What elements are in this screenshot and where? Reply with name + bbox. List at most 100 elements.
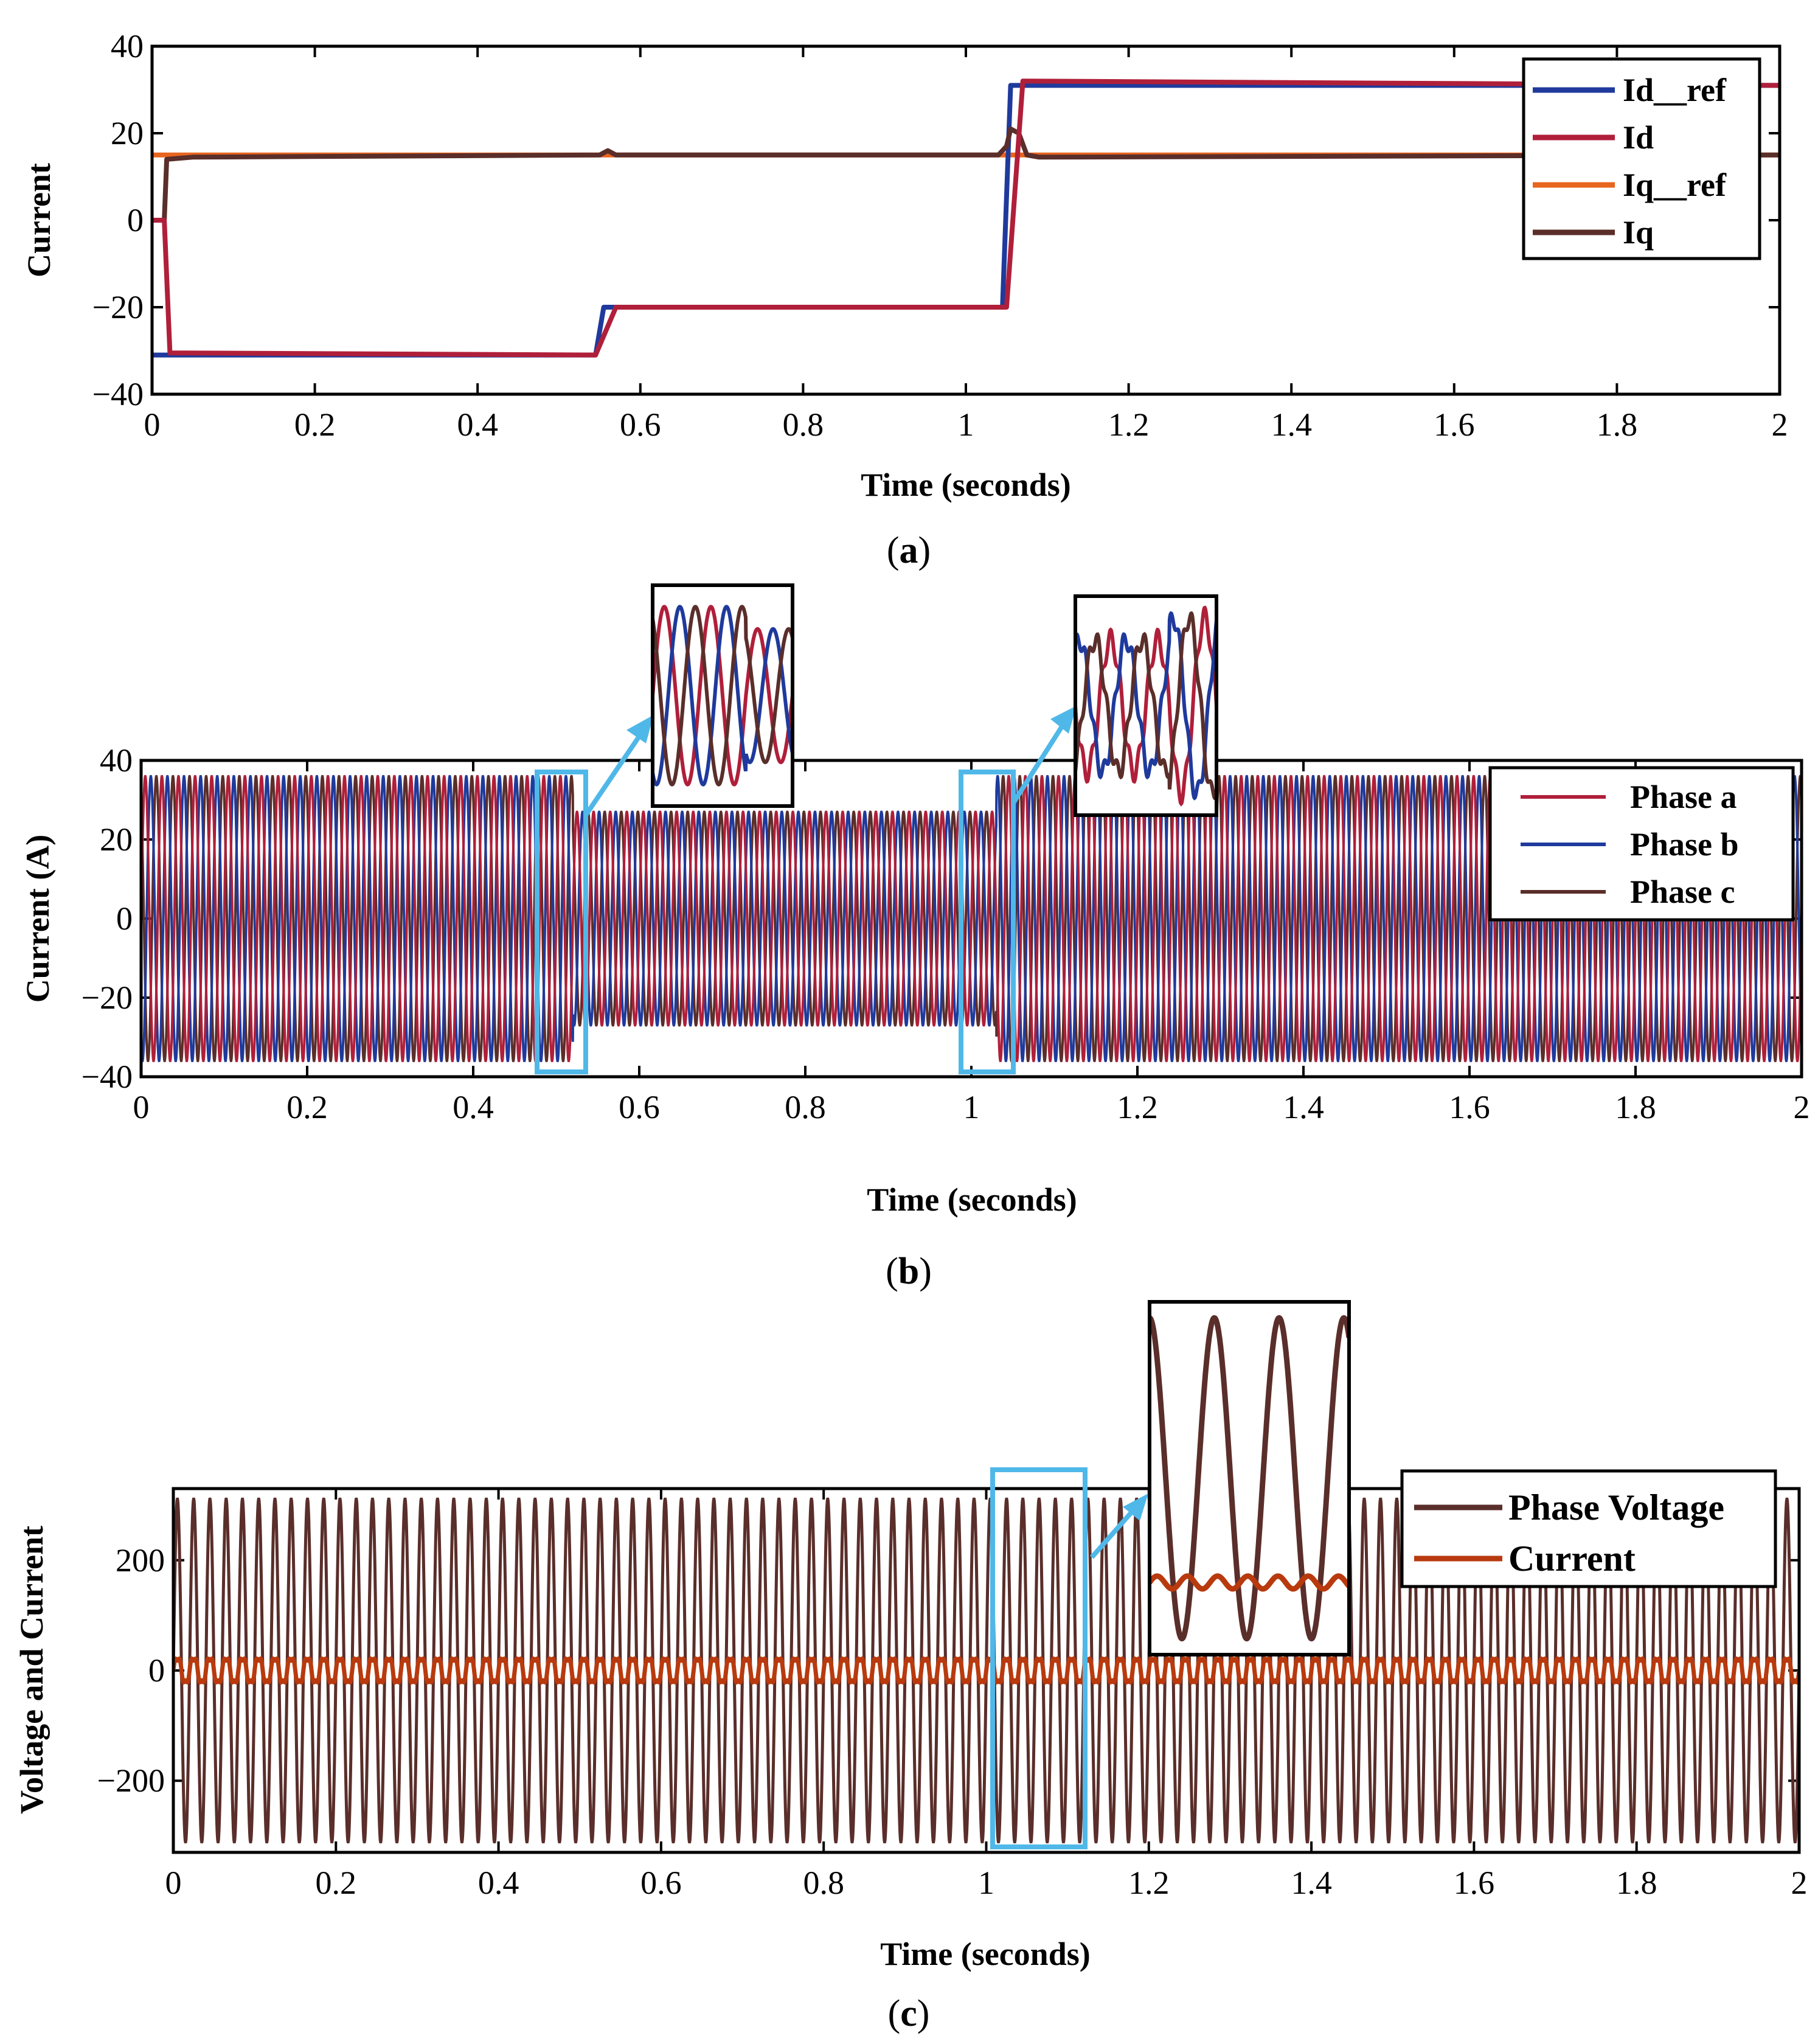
x-tick-label-b: 1.4: [1283, 1089, 1324, 1125]
x-tick-label-b: 2: [1794, 1089, 1810, 1125]
series-line-phase-c: [141, 775, 1802, 1062]
y-tick-label-b: 20: [100, 821, 133, 858]
x-tick-label-b: 0.4: [453, 1089, 494, 1125]
y-axis-label-c: Voltage and Current: [13, 1526, 50, 1814]
zoom-inset-frame-c1: [1148, 1300, 1351, 1656]
caption-letter-c: c: [900, 1993, 917, 2034]
legend-a: Id__ref Id Iq__ref Iq: [1522, 57, 1761, 260]
caption-letter-a: a: [900, 530, 918, 571]
y-tick-label-c: −200: [97, 1762, 165, 1799]
series-line-iq: [152, 126, 1780, 223]
axis-ticks-c: 0 0.2 0.4 0.6 0.8 1 1.2 1.4 1.6 1.8 2 −200 0 200: [97, 1489, 1808, 1901]
y-tick-label-b: −20: [82, 979, 133, 1016]
legend-label-iq: Iq: [1623, 214, 1654, 251]
zoom-line-phase-a: [653, 605, 793, 787]
y-tick-label-a: 0: [127, 202, 144, 238]
panel-a: 0 0.2 0.4 0.6 0.8 1 1.2 1.4 1.6 1.8 2 −40 −20 0 20 40 T…: [21, 28, 1788, 571]
plot-area-a: [152, 46, 1780, 394]
x-tick-label-c: 0.2: [316, 1865, 357, 1901]
y-tick-label-b: −40: [82, 1058, 133, 1095]
legend-box-a: [1522, 57, 1761, 260]
y-axis-label-a: Current: [21, 163, 57, 277]
x-tick-label-a: 1.4: [1271, 406, 1312, 443]
series-lines-a: [152, 78, 1780, 358]
x-tick-label-c: 1.2: [1128, 1865, 1170, 1901]
x-tick-label-c: 0.6: [640, 1865, 682, 1901]
caption-a: (a): [887, 530, 931, 571]
zoom-line-phase-c: [653, 605, 793, 787]
zoom-arrow-c1: [1090, 1504, 1139, 1559]
y-axis-label-b: Current (A): [19, 835, 56, 1003]
y-tick-label-c: 200: [116, 1542, 165, 1579]
zoom-line-phase-c: [1075, 611, 1216, 801]
zoom-inset-lines-b1: [653, 605, 793, 787]
x-tick-label-b: 0.2: [286, 1089, 328, 1125]
zoom-inset-frame-b2: [1074, 594, 1218, 817]
legend-c: Phase Voltage Current: [1400, 1469, 1777, 1588]
zoom-arrowhead-c1: [1123, 1493, 1148, 1521]
y-tick-label-b: 40: [100, 742, 133, 779]
x-axis-label-a: Time (seconds): [861, 467, 1071, 503]
y-tick-label-a: 40: [111, 28, 144, 64]
zoom-inset-frame-b1: [651, 583, 794, 808]
x-tick-label-a: 2: [1772, 406, 1788, 443]
zoom-arrowhead-b2: [1050, 706, 1077, 734]
legend-label-id-ref: Id__ref: [1623, 72, 1727, 108]
axis-ticks-a: 0 0.2 0.4 0.6 0.8 1 1.2 1.4 1.6 1.8 2 −40 −20 0 20 40: [92, 28, 1788, 443]
caption-b: (b): [886, 1251, 932, 1292]
legend-label-current: Current: [1508, 1538, 1636, 1579]
zoom-inset-c1: [1150, 1302, 1349, 1655]
x-tick-label-a: 0.2: [294, 406, 336, 443]
caption-letter-b: b: [898, 1251, 919, 1292]
x-tick-label-c: 1.4: [1291, 1865, 1332, 1901]
x-tick-label-c: 0: [165, 1865, 182, 1901]
legend-label-phase-b: Phase b: [1630, 826, 1739, 863]
x-tick-label-a: 1: [958, 406, 974, 443]
x-tick-label-b: 0.6: [619, 1089, 660, 1125]
x-axis-label-c: Time (seconds): [880, 1936, 1091, 1972]
zoom-highlight-b2: [959, 770, 1016, 1074]
x-tick-label-b: 0: [133, 1089, 150, 1125]
y-tick-label-a: 20: [111, 115, 144, 151]
plot-frame-a: [150, 44, 1782, 396]
legend-box-c: [1400, 1469, 1777, 1588]
series-line-id: [152, 78, 1780, 358]
x-tick-label-a: 1.8: [1597, 406, 1638, 443]
plot-frame-c: [172, 1487, 1801, 1854]
x-tick-label-a: 0.8: [783, 406, 824, 443]
x-tick-label-a: 1.2: [1108, 406, 1150, 443]
panel-c: 0 0.2 0.4 0.6 0.8 1 1.2 1.4 1.6 1.8 2 −200 0 200 Time…: [13, 1300, 1808, 2034]
x-tick-label-b: 1.8: [1615, 1089, 1656, 1125]
x-tick-label-c: 1.6: [1454, 1865, 1495, 1901]
x-tick-label-c: 1.8: [1616, 1865, 1657, 1901]
zoom-line-phase-b: [1075, 611, 1216, 801]
x-tick-label-a: 0: [144, 406, 161, 443]
zoom-arrowhead-b1: [626, 715, 654, 743]
zoom-arrow-b2: [1011, 716, 1070, 805]
zoom-arrow-b1: [583, 728, 646, 817]
zoom-highlight-b1: [535, 770, 588, 1074]
x-tick-label-c: 1: [978, 1865, 994, 1901]
caption-c: (c): [888, 1993, 930, 2034]
x-tick-label-a: 0.4: [457, 406, 498, 443]
legend-label-iq-ref: Iq__ref: [1623, 167, 1727, 203]
y-tick-label-b: 0: [116, 900, 133, 937]
legend-b: Phase a Phase b Phase c: [1488, 766, 1795, 922]
x-axis-label-b: Time (seconds): [867, 1181, 1077, 1218]
x-tick-label-a: 1.6: [1434, 406, 1475, 443]
zoom-highlight-c1: [990, 1467, 1088, 1849]
plot-frame-b: [139, 759, 1803, 1079]
x-tick-label-b: 1.2: [1117, 1089, 1158, 1125]
zoom-inset-lines-c1: [1150, 1315, 1349, 1642]
legend-label-phase-c: Phase c: [1630, 874, 1735, 910]
y-tick-label-c: 0: [148, 1652, 165, 1689]
legend-label-phase-a: Phase a: [1630, 779, 1737, 815]
zoom-line-phase-b: [653, 605, 793, 787]
zoom-inset-lines-b2: [1075, 605, 1216, 807]
zoom-line-phase-voltage: [1150, 1315, 1349, 1642]
x-tick-label-c: 0.4: [478, 1865, 519, 1901]
x-tick-label-b: 1.6: [1449, 1089, 1490, 1125]
x-tick-label-b: 0.8: [785, 1089, 826, 1125]
axis-ticks-b: 0 0.2 0.4 0.6 0.8 1 1.2 1.4 1.6 1.8 2 −40 −20 0 20 40: [82, 742, 1810, 1125]
x-tick-label-c: 2: [1791, 1865, 1808, 1901]
